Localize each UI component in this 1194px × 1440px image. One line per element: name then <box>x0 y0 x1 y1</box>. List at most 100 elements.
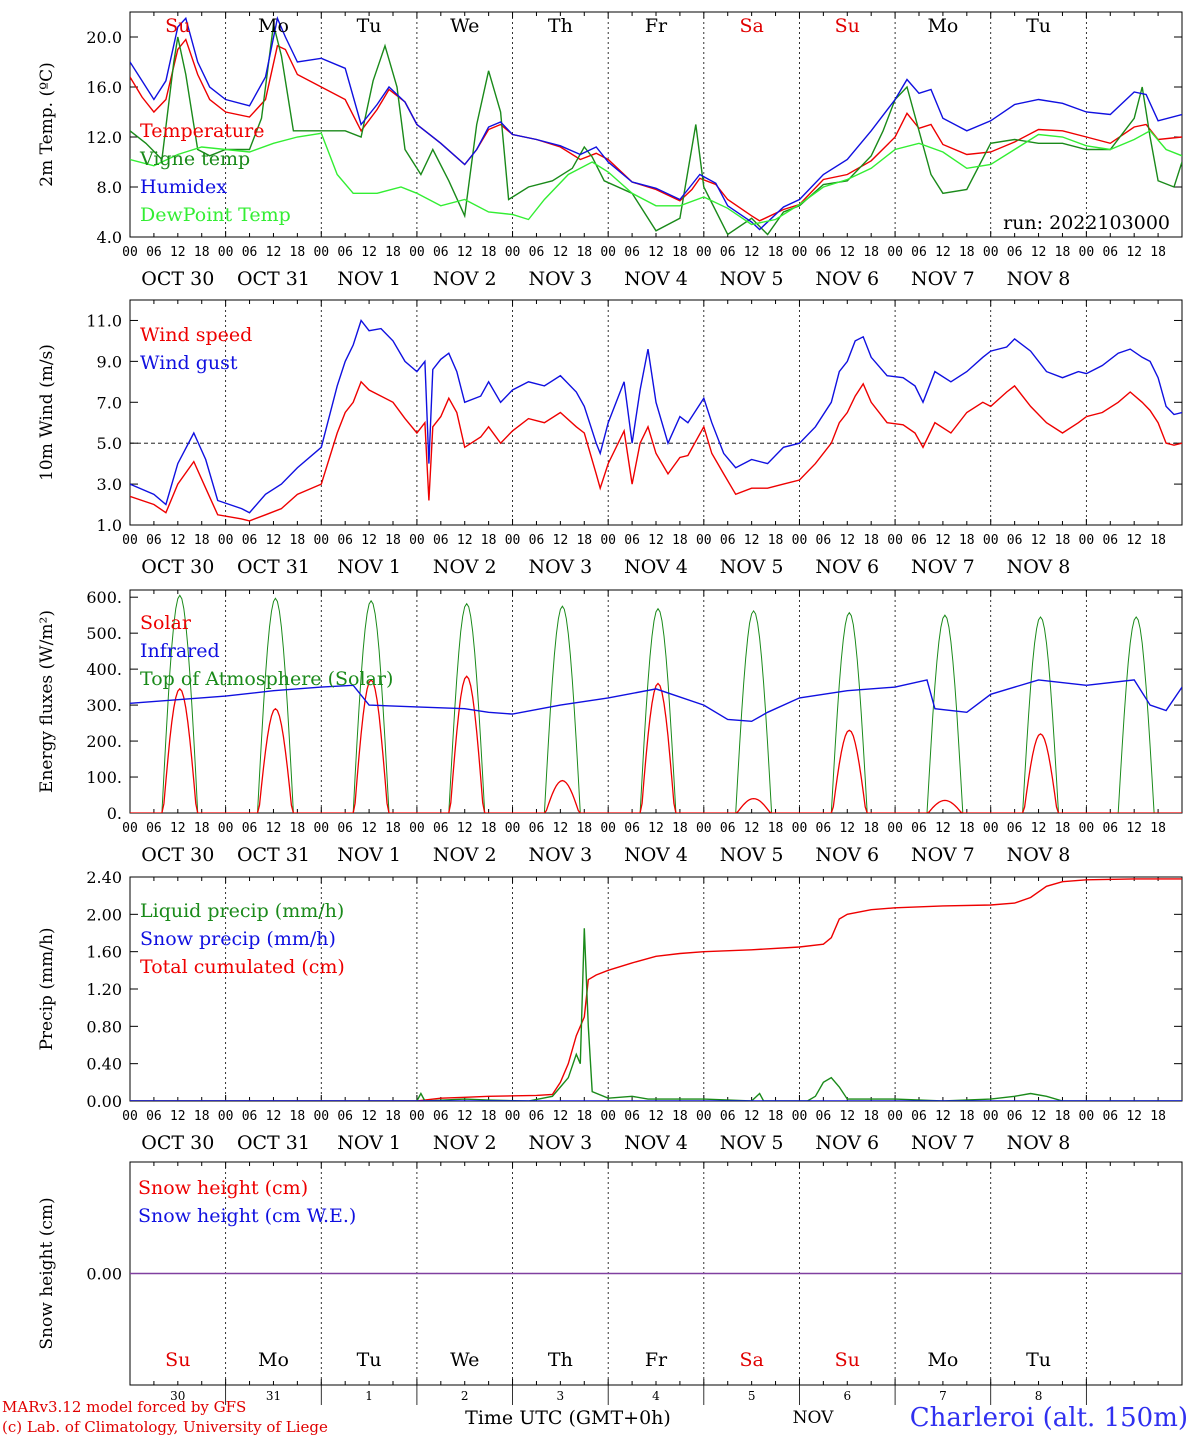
hour-tick-label: 00 <box>696 245 712 260</box>
hour-tick-label: 00 <box>122 1109 138 1124</box>
hour-tick-label: 00 <box>409 533 425 548</box>
y-tick-label: 1.20 <box>86 980 122 999</box>
weekday-label: Tu <box>1026 15 1051 37</box>
day-number-label: 3 <box>557 1389 565 1403</box>
hour-tick-label: 18 <box>1150 533 1166 548</box>
date-label: NOV 3 <box>529 556 593 578</box>
hour-tick-label: 00 <box>1079 245 1095 260</box>
y-tick-label: 500. <box>86 624 122 643</box>
time-axis-label: Time UTC (GMT+0h) <box>465 1407 671 1429</box>
hour-tick-label: 12 <box>744 533 760 548</box>
hour-tick-label: 00 <box>409 1109 425 1124</box>
hour-tick-label: 00 <box>983 1109 999 1124</box>
hour-tick-label: 00 <box>313 245 329 260</box>
date-label: NOV 1 <box>337 1132 401 1154</box>
date-label: NOV 2 <box>433 1132 497 1154</box>
date-label: OCT 30 <box>141 556 214 578</box>
day-number-label: 2 <box>461 1389 469 1403</box>
hour-tick-label: 18 <box>481 533 497 548</box>
hour-tick-label: 12 <box>361 245 377 260</box>
legend-entry: Solar <box>140 612 192 634</box>
series-dewpoint-temp <box>130 129 1182 226</box>
date-label: NOV 2 <box>433 268 497 290</box>
hour-tick-label: 12 <box>1126 1109 1142 1124</box>
day-number-label: 31 <box>266 1389 281 1403</box>
legend-entry: Wind gust <box>140 352 238 374</box>
hour-tick-label: 06 <box>146 1109 162 1124</box>
hour-tick-label: 00 <box>313 1109 329 1124</box>
date-label: OCT 31 <box>237 556 310 578</box>
hour-tick-label: 12 <box>839 821 855 836</box>
hour-tick-label: 00 <box>505 533 521 548</box>
hour-tick-label: 00 <box>887 821 903 836</box>
hour-tick-label: 00 <box>1079 533 1095 548</box>
hour-tick-label: 06 <box>433 245 449 260</box>
hour-tick-label: 06 <box>1102 533 1118 548</box>
hour-tick-label: 00 <box>1079 1109 1095 1124</box>
y-tick-label: 100. <box>86 768 122 787</box>
weekday-label: Tu <box>1026 1349 1051 1371</box>
legend-entry: Liquid precip (mm/h) <box>140 900 344 922</box>
hour-tick-label: 12 <box>648 821 664 836</box>
date-label: NOV 8 <box>1007 556 1071 578</box>
hour-tick-label: 18 <box>576 533 592 548</box>
date-label: NOV 4 <box>624 268 688 290</box>
date-label: NOV 8 <box>1007 268 1071 290</box>
hour-tick-label: 18 <box>863 533 879 548</box>
hour-tick-label: 12 <box>935 1109 951 1124</box>
plot-frame <box>129 299 1183 526</box>
hour-tick-label: 06 <box>816 245 832 260</box>
hour-tick-label: 18 <box>768 1109 784 1124</box>
hour-tick-label: 06 <box>816 821 832 836</box>
hour-tick-label: 12 <box>170 533 186 548</box>
weekday-label: Th <box>548 1349 573 1371</box>
hour-tick-label: 00 <box>122 533 138 548</box>
hour-tick-label: 12 <box>1031 245 1047 260</box>
weekday-label: Fr <box>645 15 668 37</box>
hour-tick-label: 18 <box>672 821 688 836</box>
y-axis-label: Energy fluxes (W/m²) <box>37 610 57 793</box>
panel-1: 4.0 8.0 12.0 16.0 20.0 2m Temp. (ºC) Temperatu… <box>37 11 1183 290</box>
hour-tick-label: 18 <box>863 821 879 836</box>
panel-2: 1.0 3.0 5.0 7.0 9.0 11.0 10m Wind (m/s) Wind sp… <box>37 299 1183 578</box>
hour-tick-label: 12 <box>553 1109 569 1124</box>
hour-tick-label: 06 <box>624 533 640 548</box>
legend-entry: Wind speed <box>140 324 252 346</box>
hour-tick-label: 18 <box>863 245 879 260</box>
date-label: OCT 30 <box>141 844 214 866</box>
weekday-label: Tu <box>357 1349 382 1371</box>
hour-tick-label: 06 <box>146 821 162 836</box>
date-label: NOV 4 <box>624 1132 688 1154</box>
y-tick-label: 1.0 <box>97 516 122 535</box>
hour-tick-label: 18 <box>576 245 592 260</box>
weekday-label: Tu <box>357 15 382 37</box>
hour-tick-label: 00 <box>696 1109 712 1124</box>
hour-tick-label: 06 <box>433 1109 449 1124</box>
series-toa-solar <box>130 594 1182 813</box>
date-label: NOV 6 <box>815 268 879 290</box>
hour-tick-label: 00 <box>600 821 616 836</box>
hour-tick-label: 00 <box>983 533 999 548</box>
hour-tick-label: 00 <box>983 245 999 260</box>
legend-entry: Top of Atmosphere (Solar) <box>140 668 393 690</box>
date-label: NOV 8 <box>1007 1132 1071 1154</box>
hour-tick-label: 00 <box>313 821 329 836</box>
legend-entry: Snow height (cm W.E.) <box>138 1205 356 1227</box>
run-label: run: 2022103000 <box>1003 212 1170 234</box>
hour-tick-label: 06 <box>1007 821 1023 836</box>
hour-tick-label: 12 <box>839 533 855 548</box>
hour-tick-label: 18 <box>768 245 784 260</box>
y-tick-label: 0.40 <box>86 1055 122 1074</box>
series-group <box>130 878 1182 1101</box>
legend-entry: Infrared <box>140 640 220 662</box>
hour-tick-label: 12 <box>457 1109 473 1124</box>
hour-tick-label: 18 <box>768 821 784 836</box>
hour-tick-label: 12 <box>170 821 186 836</box>
month-label: NOV <box>793 1408 835 1428</box>
y-axis-label: 10m Wind (m/s) <box>37 344 57 481</box>
hour-tick-label: 06 <box>433 821 449 836</box>
hour-tick-label: 12 <box>457 245 473 260</box>
hour-tick-label: 18 <box>959 1109 975 1124</box>
hour-tick-label: 06 <box>624 245 640 260</box>
